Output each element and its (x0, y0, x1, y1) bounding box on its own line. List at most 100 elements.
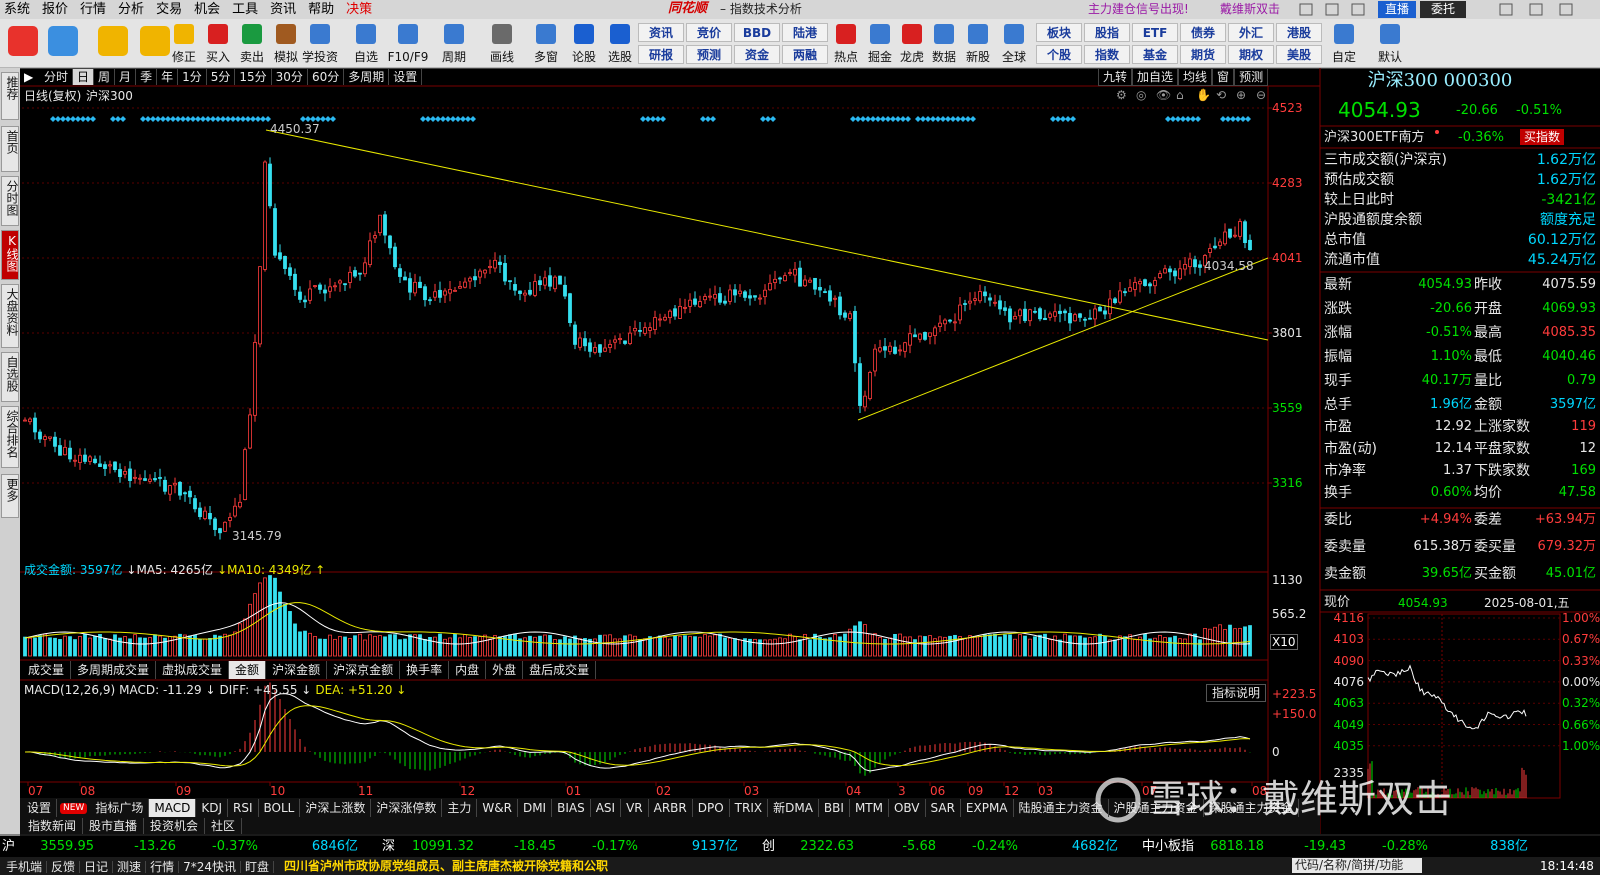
chart-tool[interactable]: 均线 (1178, 68, 1213, 86)
indicator-tab[interactable]: MTM (850, 799, 889, 817)
indicator-tab[interactable]: 内盘 (449, 661, 487, 679)
sidebar-tab[interactable]: 更多 (1, 474, 19, 518)
period-tab[interactable]: 15分 (235, 69, 272, 85)
indicator-tab[interactable]: VR (621, 799, 649, 817)
toolbar-grid-button[interactable]: 资讯 (638, 23, 684, 42)
indicator-tab[interactable]: BBI (819, 799, 850, 817)
chart-tool[interactable]: 九转 (1098, 68, 1133, 86)
chart-tool[interactable]: 加自选 (1132, 68, 1179, 86)
indicator-tab[interactable]: 主力 (442, 799, 478, 817)
toolbar-button[interactable]: 买入 (205, 50, 230, 64)
indicator-tab[interactable]: BIAS (552, 799, 591, 817)
indicator-tab[interactable]: 陆股通主力资金 (1014, 799, 1109, 817)
indicator-tab[interactable]: TRIX (730, 799, 769, 817)
toolbar-grid-button[interactable]: 期权 (1228, 45, 1274, 64)
period-tab[interactable]: 1分 (178, 69, 207, 85)
promo-link[interactable]: 戴维斯双击 (1220, 2, 1281, 16)
sidebar-tab[interactable]: K线图 (1, 230, 19, 280)
indicator-tab[interactable]: MACD (149, 799, 197, 817)
menu-item[interactable]: 工具 (232, 2, 259, 17)
status-item[interactable]: 行情 (146, 860, 180, 873)
indicator-help[interactable]: 指标说明 (1206, 684, 1267, 702)
toolbar-button[interactable]: 龙虎 (899, 50, 924, 64)
indicator-tab[interactable]: W&R (477, 799, 518, 817)
toolbar-grid-button[interactable]: 两融 (782, 45, 828, 64)
toolbar-button[interactable]: F10/F9 (387, 50, 429, 64)
status-item[interactable]: 盯盘 (241, 860, 274, 873)
menu-item[interactable]: 系统 (4, 2, 31, 17)
toolbar-grid-button[interactable]: 板块 (1036, 23, 1082, 42)
period-tab[interactable]: 分时 (40, 69, 74, 85)
status-item[interactable]: 手机端 (2, 860, 48, 873)
menu-item[interactable]: 行情 (80, 2, 107, 17)
chart-control[interactable]: ✋ (1196, 88, 1211, 102)
indicator-tab[interactable]: 深股通主力资金 (1204, 799, 1299, 817)
menu-item[interactable]: 分析 (118, 2, 145, 17)
period-tab[interactable]: 多周期 (344, 69, 390, 85)
etf-button[interactable]: 买指数 (1520, 129, 1565, 145)
toolbar-button[interactable]: 卖出 (239, 50, 264, 64)
period-tab[interactable]: 5分 (207, 69, 236, 85)
chart-control[interactable]: ◎ (1136, 88, 1147, 102)
status-item[interactable]: 反馈 (47, 860, 81, 873)
toolbar-button[interactable]: 多窗 (533, 50, 558, 64)
promo-link[interactable]: 主力建仓信号出现! (1088, 2, 1189, 16)
toolbar-button[interactable]: 模拟 (273, 50, 298, 64)
toolbar-button[interactable]: 自选 (353, 50, 378, 64)
indicator-tab[interactable]: 沪深上涨数 (300, 799, 372, 817)
indicator-tab[interactable]: 外盘 (486, 661, 524, 679)
toolbar-button[interactable]: 论股 (571, 50, 596, 64)
info-tab[interactable]: 股市直播 (83, 817, 145, 834)
indicator-tab[interactable]: 盘后成交量 (523, 661, 597, 679)
toolbar-button[interactable]: 新股 (965, 50, 990, 64)
indicator-tab[interactable]: KDJ (196, 799, 228, 817)
toolbar-button[interactable]: 学投资 (301, 50, 338, 64)
menu-item[interactable]: 报价 (42, 2, 69, 17)
status-item[interactable]: 7*24快讯 (179, 860, 241, 873)
toolbar-grid-button[interactable]: 债券 (1180, 23, 1226, 42)
chart-control[interactable]: ⊕ (1236, 88, 1247, 102)
indicator-tab[interactable]: 沪深金额 (266, 661, 328, 679)
sidebar-tab[interactable]: 推荐 (1, 72, 19, 120)
indicator-tab[interactable]: RSI (228, 799, 259, 817)
indicator-tab[interactable]: OBV (889, 799, 926, 817)
period-tab[interactable]: 日 (73, 69, 95, 85)
indicator-tab[interactable]: 金额 (229, 661, 267, 679)
toolbar-button[interactable]: 全球 (1001, 50, 1026, 64)
menu-item[interactable]: 决策 (346, 2, 373, 17)
toolbar-grid-button[interactable]: 预测 (686, 45, 732, 64)
sidebar-tab[interactable]: 大盘资料 (1, 284, 19, 348)
period-tab[interactable]: 60分 (308, 69, 345, 85)
indicator-tab[interactable]: 沪深京金额 (327, 661, 401, 679)
indicator-tab[interactable]: 多周期成交量 (71, 661, 157, 679)
search-box[interactable]: 代码/名称/简拼/功能 (1292, 858, 1422, 873)
chart-tool[interactable]: 窗 (1212, 68, 1235, 86)
toolbar-grid-button[interactable]: 外汇 (1228, 23, 1274, 42)
sidebar-tab[interactable]: 分时图 (1, 176, 19, 226)
period-tab[interactable]: 年 (157, 69, 179, 85)
top-button[interactable]: 直播 (1378, 1, 1416, 18)
menu-item[interactable]: 帮助 (308, 2, 335, 17)
indicator-tab[interactable]: SAR (926, 799, 961, 817)
info-tab[interactable]: 社区 (205, 817, 243, 834)
indicator-tab[interactable]: 设置 (22, 799, 58, 817)
toolbar-grid-button[interactable]: 研报 (638, 45, 684, 64)
indicator-tab[interactable]: ASI (591, 799, 622, 817)
toolbar-grid-button[interactable]: 港股 (1276, 23, 1322, 42)
indicator-tab[interactable]: 沪深涨停数 (371, 799, 443, 817)
nav-arrow[interactable]: ▶ (24, 70, 34, 84)
toolbar-grid-button[interactable]: 个股 (1036, 45, 1082, 64)
period-tab[interactable]: 周 (94, 69, 116, 85)
toolbar-button[interactable]: 修正 (171, 50, 196, 64)
chart-control[interactable]: ⌂ (1176, 88, 1184, 102)
toolbar-button[interactable]: 热点 (833, 50, 858, 64)
period-tab[interactable]: 季 (136, 69, 158, 85)
indicator-tab[interactable]: DPO (693, 799, 730, 817)
toolbar-button[interactable]: 掘金 (867, 50, 892, 64)
toolbar-grid-button[interactable]: 指数 (1084, 45, 1130, 64)
toolbar-button[interactable]: 自定 (1331, 50, 1356, 64)
indicator-tab[interactable]: 成交量 (22, 661, 72, 679)
toolbar-button[interactable]: 默认 (1377, 50, 1402, 64)
period-tab[interactable]: 设置 (389, 69, 423, 85)
indicator-tab[interactable]: EXPMA (961, 799, 1014, 817)
